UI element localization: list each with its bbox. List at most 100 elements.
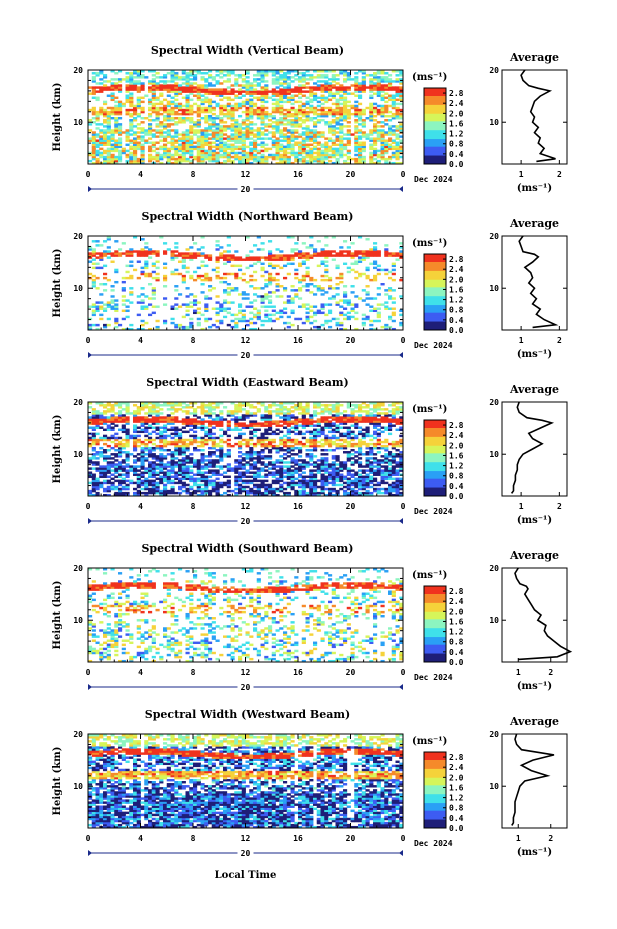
heatmap-cell bbox=[268, 274, 273, 278]
heatmap-cell bbox=[95, 96, 100, 100]
heatmap-cell bbox=[275, 153, 280, 157]
heatmap-cell bbox=[245, 297, 250, 300]
heatmap-cell bbox=[133, 236, 138, 239]
heatmap-cell bbox=[245, 236, 250, 239]
heatmap-cell bbox=[121, 481, 126, 485]
heatmap-cell bbox=[170, 321, 175, 325]
heatmap-cell bbox=[399, 94, 404, 97]
heatmap-cell bbox=[136, 416, 141, 419]
heatmap-cell bbox=[163, 147, 168, 151]
colorbar-segment bbox=[424, 94, 446, 96]
heatmap-cell bbox=[151, 264, 156, 268]
heatmap-cell bbox=[121, 147, 126, 151]
heatmap-cell bbox=[211, 406, 216, 409]
heatmap-cell bbox=[125, 94, 130, 97]
heatmap-cell bbox=[200, 436, 205, 440]
heatmap-cell bbox=[309, 92, 314, 95]
heatmap-cell bbox=[373, 119, 378, 122]
heatmap-cell bbox=[309, 94, 314, 97]
heatmap-cell bbox=[200, 283, 205, 286]
heatmap-cell bbox=[388, 295, 393, 298]
heatmap-cell bbox=[241, 80, 246, 83]
heatmap-cell bbox=[174, 123, 179, 126]
heatmap-cell bbox=[174, 408, 179, 411]
colorbar-segment bbox=[424, 281, 446, 284]
heatmap-cell bbox=[159, 131, 164, 134]
heatmap-cell bbox=[159, 463, 164, 466]
heatmap-cell bbox=[316, 88, 321, 91]
colorbar-segment bbox=[424, 289, 446, 292]
colorbar-segment bbox=[424, 93, 446, 95]
heatmap-cell bbox=[316, 285, 321, 288]
heatmap-cell bbox=[391, 96, 396, 100]
heatmap-cell bbox=[365, 250, 370, 253]
heatmap-cell bbox=[373, 92, 378, 95]
heatmap-cell bbox=[328, 125, 333, 128]
heatmap-cell bbox=[328, 285, 333, 288]
heatmap-cell bbox=[129, 157, 134, 161]
heatmap-cell bbox=[211, 108, 216, 112]
heatmap-cell bbox=[208, 465, 213, 468]
heatmap-cell bbox=[148, 451, 153, 454]
heatmap-cell bbox=[223, 471, 228, 474]
heatmap-cell bbox=[211, 412, 216, 415]
heatmap-cell bbox=[88, 323, 93, 327]
heatmap-cell bbox=[189, 129, 194, 132]
heatmap-cell bbox=[114, 305, 119, 308]
heatmap-cell bbox=[174, 82, 179, 85]
heatmap-cell bbox=[163, 485, 168, 489]
heatmap-cell bbox=[181, 402, 186, 405]
heatmap-cell bbox=[320, 155, 325, 159]
heatmap-cell bbox=[301, 274, 306, 278]
heatmap-cell bbox=[129, 114, 134, 118]
colorbar-segment bbox=[424, 100, 446, 103]
heatmap-cell bbox=[264, 72, 269, 75]
heatmap-cell bbox=[189, 78, 194, 81]
heatmap-cell bbox=[219, 416, 224, 419]
heatmap-cell bbox=[99, 254, 104, 257]
heatmap-cell bbox=[301, 254, 306, 257]
heatmap-cell bbox=[260, 80, 265, 83]
heatmap-cell bbox=[376, 131, 381, 134]
heatmap-cell bbox=[373, 250, 378, 253]
heatmap-cell bbox=[155, 305, 160, 308]
heatmap-cell bbox=[140, 459, 145, 462]
heatmap-cell bbox=[121, 459, 126, 462]
heatmap-cell bbox=[373, 151, 378, 155]
heatmap-cell bbox=[208, 414, 213, 417]
heatmap-cell bbox=[181, 72, 186, 75]
heatmap-cell bbox=[260, 305, 265, 308]
heatmap-cell bbox=[174, 463, 179, 466]
heatmap-cell bbox=[140, 467, 145, 470]
heatmap-cell bbox=[91, 72, 96, 75]
heatmap-cell bbox=[151, 410, 156, 413]
heatmap-cell bbox=[174, 92, 179, 95]
heatmap-cell bbox=[361, 250, 366, 253]
heatmap-cell bbox=[181, 254, 186, 257]
heatmap-cell bbox=[275, 283, 280, 286]
heatmap-cell bbox=[140, 418, 145, 421]
heatmap-cell bbox=[230, 467, 235, 470]
heatmap-cell bbox=[241, 315, 246, 319]
heatmap-cell bbox=[316, 161, 321, 165]
heatmap-cell bbox=[204, 141, 209, 144]
heatmap-cell bbox=[174, 159, 179, 163]
heatmap-cell bbox=[110, 307, 115, 310]
heatmap-cell bbox=[305, 70, 310, 73]
heatmap-cell bbox=[339, 272, 344, 276]
heatmap-cell bbox=[151, 449, 156, 452]
heatmap-cell bbox=[196, 96, 201, 100]
heatmap-cell bbox=[268, 305, 273, 308]
heatmap-cell bbox=[256, 98, 261, 102]
heatmap-cell bbox=[249, 274, 254, 278]
heatmap-cell bbox=[125, 416, 130, 419]
heatmap-cell bbox=[324, 145, 329, 149]
heatmap-cell bbox=[99, 147, 104, 151]
heatmap-cell bbox=[95, 493, 100, 497]
heatmap-cell bbox=[309, 106, 314, 110]
heatmap-cell bbox=[238, 436, 243, 440]
heatmap-cell bbox=[328, 108, 333, 112]
heatmap-cell bbox=[91, 266, 96, 270]
heatmap-cell bbox=[155, 473, 160, 476]
heatmap-cell bbox=[309, 108, 314, 112]
